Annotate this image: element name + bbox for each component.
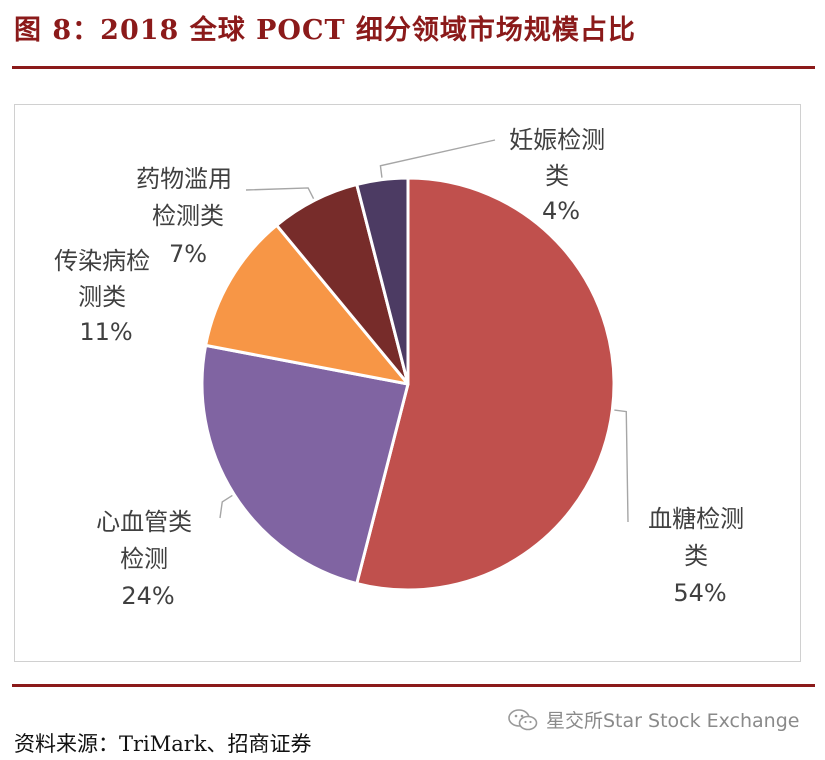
pie-slice-pregnancy <box>355 176 410 386</box>
leader-line <box>245 187 315 199</box>
figure-title: 图 8：2018 全球 POCT 细分领域市场规模占比 <box>14 15 636 46</box>
pie-slice-cardiovascular <box>200 343 410 586</box>
watermark-text: 星交所Star Stock Exchange <box>546 710 800 732</box>
wechat-icon <box>508 708 538 730</box>
source-note: 资料来源：TriMark、招商证券 <box>14 732 312 756</box>
pie-slice-blood-glucose <box>355 176 616 592</box>
slice-label-pregnancy: 妊娠检测 类 4% <box>509 126 613 225</box>
slice-label-blood-glucose: 血糖检测 类 54% <box>648 505 752 607</box>
top-rule <box>12 66 815 69</box>
leader-line <box>219 494 233 519</box>
slice-label-infectious-disease: 传染病检 测类 11% <box>54 247 158 346</box>
slice-label-cardiovascular: 心血管类 检测 24% <box>96 508 200 610</box>
watermark: 星交所Star Stock Exchange <box>508 706 799 733</box>
leader-line <box>379 139 496 178</box>
bottom-rule <box>12 684 815 687</box>
leader-line <box>614 409 629 523</box>
slice-label-drug-abuse: 药物滥用 检测类 <box>136 165 240 230</box>
slice-value-drug-abuse: 7% <box>169 240 207 268</box>
pie-slice-infectious-disease <box>204 223 410 386</box>
